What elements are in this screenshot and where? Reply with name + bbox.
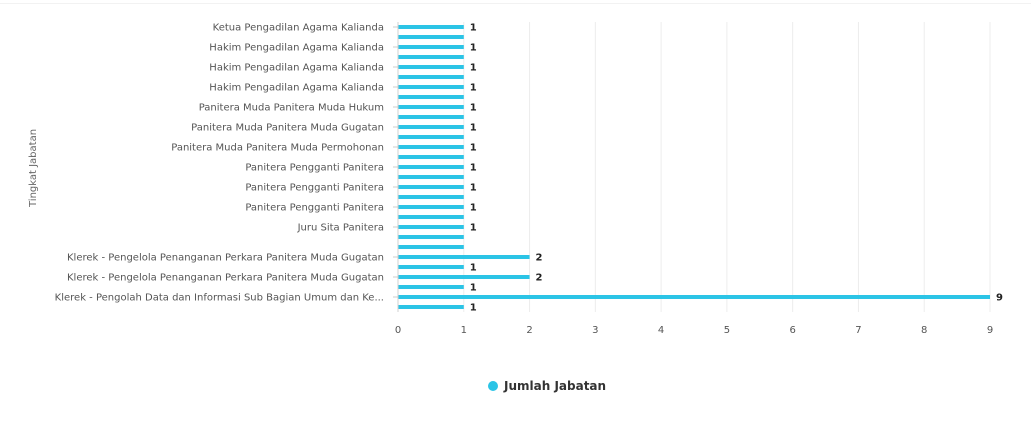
bar[interactable] — [398, 55, 464, 59]
category-label: Panitera Muda Panitera Muda Hukum — [199, 103, 384, 114]
axis-layer: 0 1 2 3 4 5 6 7 8 9 — [393, 22, 993, 336]
top-divider — [0, 3, 1031, 4]
bar[interactable] — [398, 115, 464, 119]
bar[interactable] — [398, 125, 464, 129]
data-label: 1 — [470, 163, 477, 174]
data-label: 1 — [470, 223, 477, 234]
bar[interactable] — [398, 285, 464, 289]
data-label: 1 — [470, 43, 477, 54]
category-label: Klerek - Pengelola Penanganan Perkara Pa… — [67, 253, 384, 264]
x-tick-label: 8 — [921, 325, 927, 336]
category-label: Panitera Muda Panitera Muda Gugatan — [191, 123, 384, 134]
bar[interactable] — [398, 155, 464, 159]
bar[interactable] — [398, 65, 464, 69]
bar[interactable] — [398, 45, 464, 49]
bar-layer — [398, 25, 990, 309]
bar[interactable] — [398, 25, 464, 29]
bar[interactable] — [398, 235, 464, 239]
x-tick-label: 5 — [724, 325, 730, 336]
legend[interactable]: Jumlah Jabatan — [488, 379, 606, 393]
data-label: 1 — [470, 143, 477, 154]
legend-marker — [488, 381, 498, 391]
bar[interactable] — [398, 185, 464, 189]
bar[interactable] — [398, 85, 464, 89]
data-label: 1 — [470, 123, 477, 134]
data-label: 1 — [470, 283, 477, 294]
y-axis-title: Tingkat Jabatan — [28, 129, 39, 208]
bar[interactable] — [398, 275, 530, 279]
data-label: 1 — [470, 183, 477, 194]
category-label: Panitera Pengganti Panitera — [245, 183, 384, 194]
bar[interactable] — [398, 35, 464, 39]
category-label: Juru Sita Panitera — [297, 223, 384, 234]
bar[interactable] — [398, 175, 464, 179]
x-tick-label: 7 — [855, 325, 861, 336]
category-label: Ketua Pengadilan Agama Kalianda — [213, 23, 384, 34]
bar[interactable] — [398, 75, 464, 79]
x-tick-label: 3 — [592, 325, 598, 336]
bar[interactable] — [398, 105, 464, 109]
data-label: 1 — [470, 63, 477, 74]
bar[interactable] — [398, 245, 464, 249]
bar[interactable] — [398, 305, 464, 309]
category-label: Hakim Pengadilan Agama Kalianda — [209, 83, 384, 94]
data-label: 9 — [996, 293, 1003, 304]
bar[interactable] — [398, 145, 464, 149]
data-label: 1 — [470, 263, 477, 274]
data-label: 1 — [470, 83, 477, 94]
data-label: 1 — [470, 303, 477, 314]
bar[interactable] — [398, 195, 464, 199]
data-label: 1 — [470, 103, 477, 114]
data-label: 1 — [470, 23, 477, 34]
data-label: 2 — [536, 253, 543, 264]
bar[interactable] — [398, 225, 464, 229]
legend-label[interactable]: Jumlah Jabatan — [503, 379, 606, 393]
bar[interactable] — [398, 265, 464, 269]
bar[interactable] — [398, 95, 464, 99]
bar[interactable] — [398, 255, 530, 259]
x-tick-label: 0 — [395, 325, 401, 336]
category-label: Panitera Pengganti Panitera — [245, 163, 384, 174]
category-label: Panitera Pengganti Panitera — [245, 203, 384, 214]
bar[interactable] — [398, 205, 464, 209]
category-label: Klerek - Pengelola Penanganan Perkara Pa… — [67, 273, 384, 284]
bar[interactable] — [398, 165, 464, 169]
bar[interactable] — [398, 295, 990, 299]
x-tick-label: 6 — [789, 325, 795, 336]
category-label: Panitera Muda Panitera Muda Permohonan — [171, 143, 384, 154]
grid-layer — [463, 22, 991, 312]
category-label: Hakim Pengadilan Agama Kalianda — [209, 43, 384, 54]
x-tick-label: 9 — [987, 325, 993, 336]
x-tick-label: 4 — [658, 325, 664, 336]
bar[interactable] — [398, 135, 464, 139]
bar[interactable] — [398, 215, 464, 219]
x-tick-label: 1 — [461, 325, 467, 336]
category-label: Klerek - Pengolah Data dan Informasi Sub… — [55, 293, 384, 304]
data-label: 2 — [536, 273, 543, 284]
x-tick-label: 2 — [526, 325, 532, 336]
label-layer: Ketua Pengadilan Agama Kalianda 1 Hakim Pe… — [55, 23, 1003, 314]
data-label: 1 — [470, 203, 477, 214]
category-label: Hakim Pengadilan Agama Kalianda — [209, 63, 384, 74]
